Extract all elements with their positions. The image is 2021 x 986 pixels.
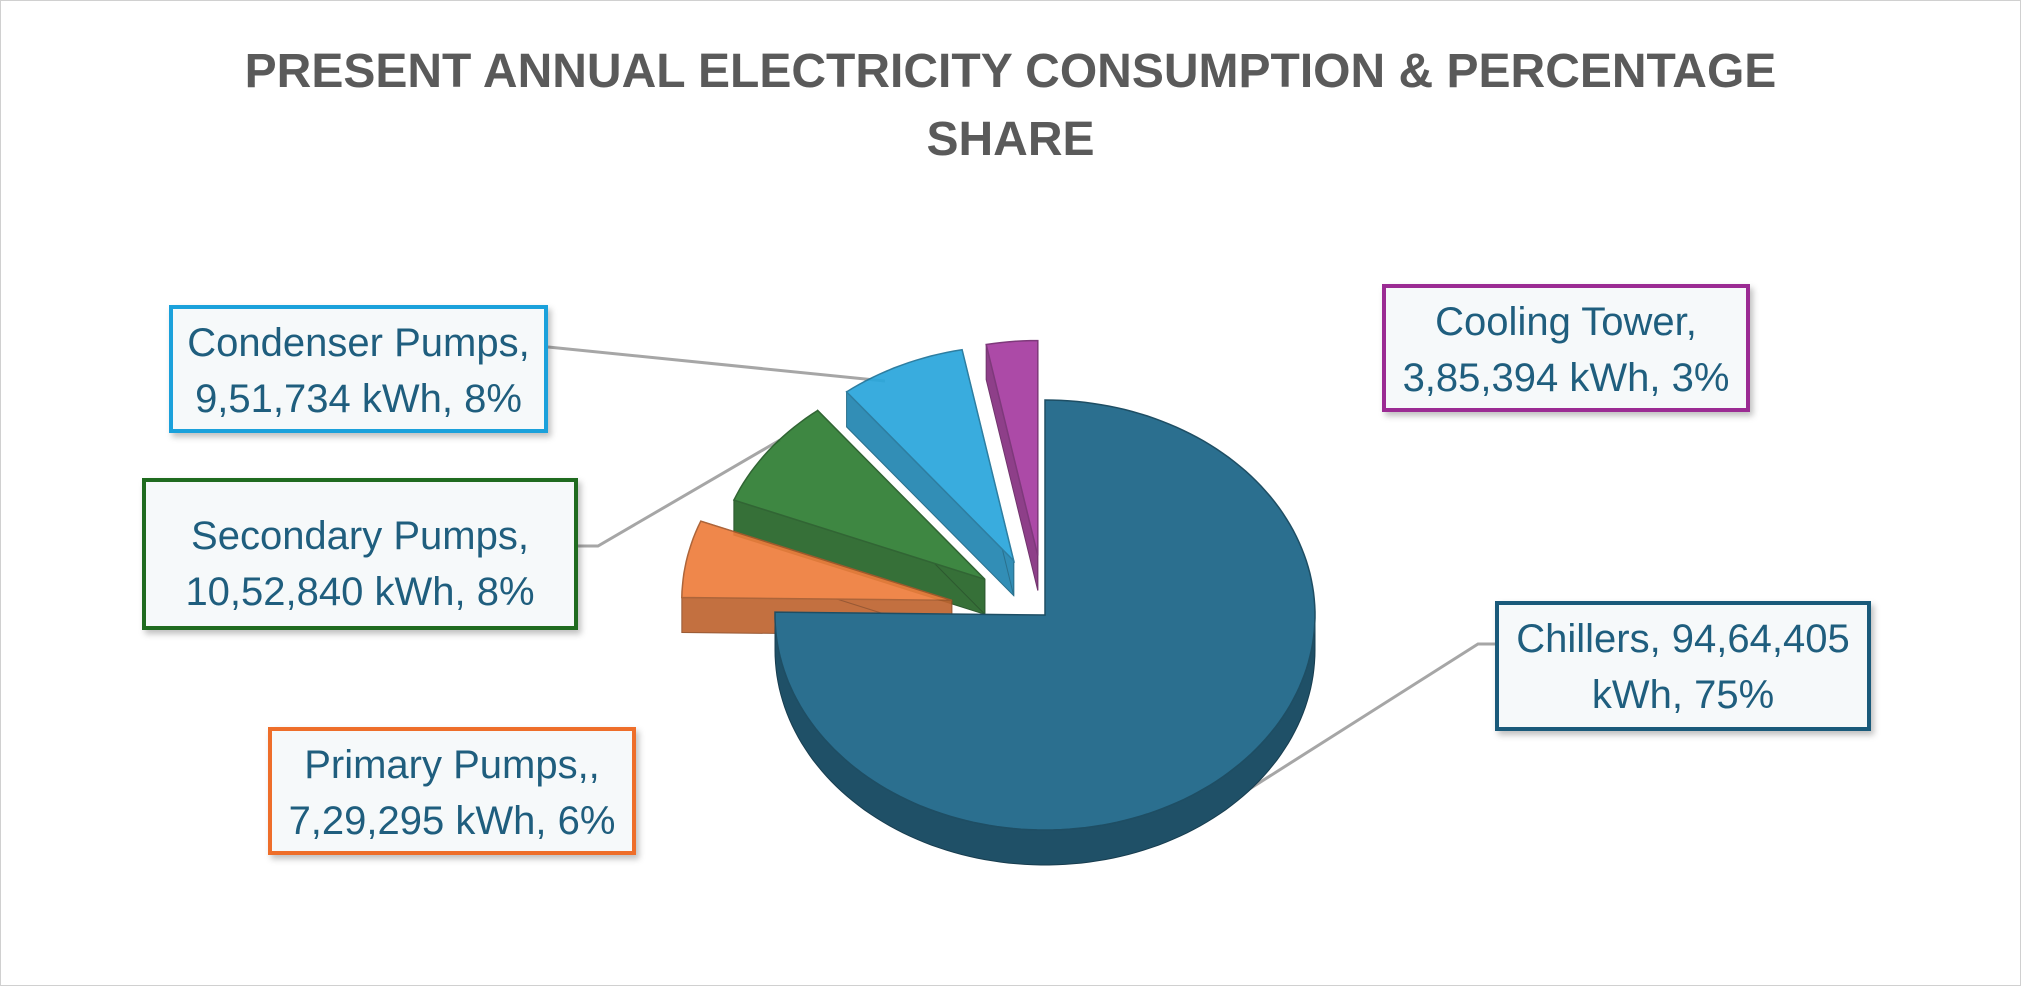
data-label-primary-line2: 7,29,295 kWh, 6%: [288, 799, 616, 843]
data-label-cooling-line2: 3,85,394 kWh, 3%: [1402, 356, 1730, 400]
data-label-secondary-line2: 10,52,840 kWh, 8%: [185, 570, 535, 614]
data-label-secondary-line1: Secondary Pumps,: [191, 514, 529, 558]
pie-slice-secondary: [732, 409, 986, 616]
pie-slice-top-secondary: [732, 409, 986, 581]
leader-chillers: [1239, 642, 1495, 797]
data-label-condenser-line1: Condenser Pumps,: [187, 321, 530, 365]
leader-secondary: [578, 438, 781, 548]
data-label-cooling-tower: Cooling Tower, 3,85,394 kWh, 3%: [1382, 284, 1750, 412]
data-label-primary-pumps: Primary Pumps,, 7,29,295 kWh, 6%: [268, 727, 636, 855]
pie-slice-chillers: [774, 399, 1316, 866]
chart-title-line1: PRESENT ANNUAL ELECTRICITY CONSUMPTION &…: [244, 45, 1777, 98]
data-label-cooling-line1: Cooling Tower,: [1435, 300, 1697, 344]
data-label-chillers: Chillers, 94,64,405 kWh, 75%: [1495, 601, 1871, 731]
pie-slice-top-cooling: [985, 339, 1039, 556]
data-label-condenser-pumps: Condenser Pumps, 9,51,734 kWh, 8%: [169, 305, 548, 433]
data-label-chillers-line2: kWh, 75%: [1591, 673, 1775, 717]
pie-slice-top-condenser: [845, 348, 1016, 564]
data-label-condenser-line2: 9,51,734 kWh, 8%: [195, 377, 522, 421]
data-label-secondary-pumps: Secondary Pumps, 10,52,840 kWh, 8%: [142, 478, 578, 630]
leader-condenser: [547, 345, 886, 383]
pie-slice-top-primary: [681, 520, 953, 602]
pie-slices: [681, 339, 1316, 866]
pie-slice-top-chillers: [774, 399, 1316, 831]
pie-slice-condenser: [845, 348, 1016, 597]
pie-slice-cooling: [985, 339, 1039, 591]
data-label-chillers-line1: Chillers, 94,64,405: [1516, 617, 1850, 661]
chart-title-line2: SHARE: [926, 113, 1095, 166]
chart-title: PRESENT ANNUAL ELECTRICITY CONSUMPTION &…: [0, 38, 2021, 174]
data-label-primary-line1: Primary Pumps,,: [304, 743, 600, 787]
leader-lines: [547, 345, 1495, 797]
